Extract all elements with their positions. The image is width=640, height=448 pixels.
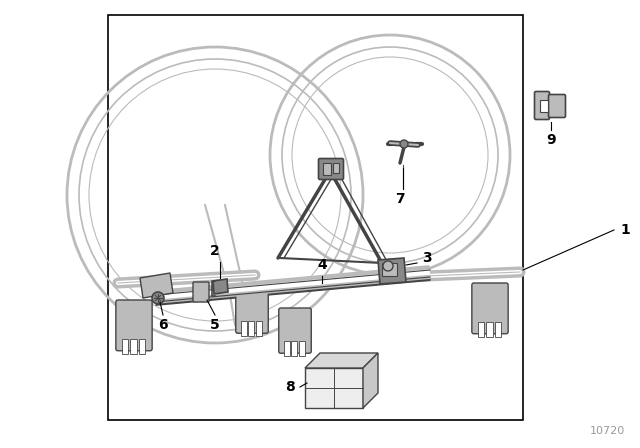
Text: 8: 8: [285, 380, 295, 394]
FancyBboxPatch shape: [548, 95, 566, 117]
FancyBboxPatch shape: [116, 300, 152, 351]
FancyBboxPatch shape: [472, 283, 508, 334]
FancyBboxPatch shape: [236, 288, 268, 333]
Bar: [284, 341, 289, 356]
FancyBboxPatch shape: [279, 308, 311, 353]
Text: 1: 1: [620, 223, 630, 237]
Text: 7: 7: [395, 192, 405, 206]
Bar: [241, 321, 246, 336]
Bar: [305, 368, 363, 408]
Polygon shape: [378, 258, 406, 284]
Bar: [298, 341, 305, 356]
Circle shape: [400, 140, 408, 148]
Bar: [486, 322, 493, 337]
Bar: [323, 163, 331, 175]
Bar: [122, 339, 128, 354]
Polygon shape: [140, 273, 173, 298]
Bar: [540, 100, 548, 112]
Bar: [255, 321, 262, 336]
Bar: [138, 339, 145, 354]
Polygon shape: [363, 353, 378, 408]
Bar: [248, 321, 254, 336]
Text: 10720: 10720: [589, 426, 625, 436]
FancyBboxPatch shape: [319, 159, 344, 180]
Bar: [130, 339, 137, 354]
FancyBboxPatch shape: [193, 282, 209, 302]
Polygon shape: [305, 353, 378, 368]
FancyBboxPatch shape: [383, 263, 397, 276]
Text: 5: 5: [210, 318, 220, 332]
Bar: [291, 341, 297, 356]
Bar: [495, 322, 501, 337]
Text: 2: 2: [210, 244, 220, 258]
Text: 3: 3: [422, 251, 431, 265]
FancyBboxPatch shape: [534, 91, 550, 120]
Circle shape: [383, 261, 393, 271]
Text: 9: 9: [546, 133, 556, 147]
Text: 4: 4: [317, 258, 327, 272]
Circle shape: [152, 292, 164, 304]
Polygon shape: [213, 279, 228, 294]
Bar: [108, 15, 523, 420]
Text: 6: 6: [158, 318, 168, 332]
Bar: [333, 163, 339, 173]
Bar: [477, 322, 484, 337]
